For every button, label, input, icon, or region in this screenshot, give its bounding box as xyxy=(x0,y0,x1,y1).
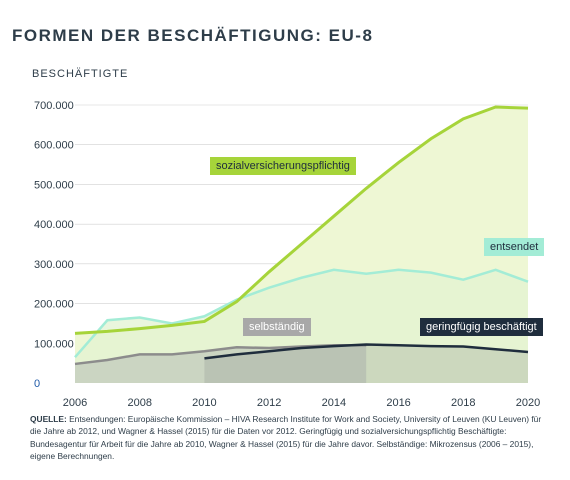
line-entsendet xyxy=(74,268,529,359)
y-tick-label: 200.000 xyxy=(34,299,74,311)
y-tick-label: 600.000 xyxy=(34,140,74,152)
y-axis-title: BESCHÄFTIGTE xyxy=(32,68,129,80)
line-geringfuegig xyxy=(204,343,529,360)
label-entsendet: entsendet xyxy=(484,238,545,256)
x-tick-label: 2016 xyxy=(386,397,410,409)
x-tick-label: 2012 xyxy=(257,397,281,409)
x-tick-label: 2020 xyxy=(516,397,540,409)
source-text: Entsendungen: Europäische Kommission – H… xyxy=(30,414,542,462)
source-note: QUELLE: Entsendungen: Europäische Kommis… xyxy=(30,413,545,463)
label-geringfuegig: geringfügig beschäftigt xyxy=(420,318,543,336)
y-tick-label: 700.000 xyxy=(34,100,74,112)
label-selbstaendig: selbständig xyxy=(243,318,311,336)
y-tick-labels: 0 100.000 200.000 300.000 400.000 500.000 600.… xyxy=(34,100,74,390)
label-sozialversicherungspflichtig: sozialversicherungspflichtig xyxy=(210,157,356,175)
area-geringfuegig xyxy=(204,344,528,383)
series-lines xyxy=(74,105,529,366)
y-tick-label: 0 xyxy=(34,378,40,390)
y-tick-label: 400.000 xyxy=(34,219,74,231)
x-tick-label: 2018 xyxy=(451,397,475,409)
x-tick-label: 2010 xyxy=(192,397,216,409)
chart-title: FORMEN DER BESCHÄFTIGUNG: EU-8 xyxy=(12,26,374,45)
x-tick-label: 2008 xyxy=(127,397,151,409)
y-tick-label: 100.000 xyxy=(34,338,74,350)
y-tick-label: 300.000 xyxy=(34,259,74,271)
x-tick-label: 2006 xyxy=(63,397,87,409)
line-sozialversicherungspflichtig xyxy=(74,105,529,335)
x-tick-label: 2014 xyxy=(322,397,346,409)
source-label: QUELLE: xyxy=(30,414,67,424)
x-tick-labels: 2006 2008 2010 2012 2014 2016 2018 2020 xyxy=(63,397,540,409)
y-tick-label: 500.000 xyxy=(34,179,74,191)
